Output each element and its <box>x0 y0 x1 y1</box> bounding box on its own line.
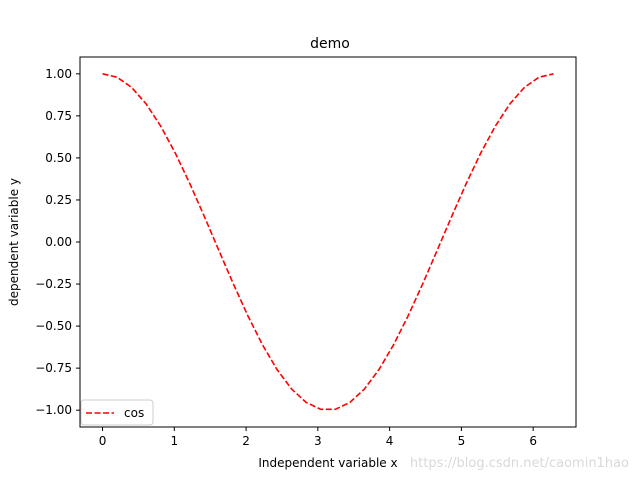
y-tick-label: −0.75 <box>35 361 72 375</box>
x-tick-label: 1 <box>170 434 178 448</box>
x-tick-label: 2 <box>242 434 250 448</box>
x-tick-label: 3 <box>314 434 322 448</box>
y-tick-label: −0.50 <box>35 319 72 333</box>
chart-title: demo <box>310 36 350 52</box>
series-layer <box>102 73 554 411</box>
series-line-cos <box>102 73 554 411</box>
y-tick-label: 0.00 <box>45 235 72 249</box>
y-tick-label: −0.25 <box>35 277 72 291</box>
legend: cos <box>80 399 154 426</box>
legend-label-cos: cos <box>124 406 144 420</box>
watermark: https://blog.csdn.net/caomin1hao <box>410 456 629 471</box>
x-tick-label: 5 <box>458 434 466 448</box>
x-tick-label: 6 <box>529 434 537 448</box>
y-tick-label: 0.25 <box>45 193 72 207</box>
x-tick-label: 4 <box>386 434 394 448</box>
y-tick-label: 1.00 <box>45 67 72 81</box>
x-axis-label: Independent variable x <box>258 456 397 470</box>
y-tick-label: 0.50 <box>45 151 72 165</box>
y-axis-label: dependent variable y <box>7 178 21 306</box>
plot-frame <box>79 56 577 428</box>
x-tick-label: 0 <box>99 434 107 448</box>
y-tick-label: −1.00 <box>35 403 72 417</box>
y-tick-label: 0.75 <box>45 109 72 123</box>
legend-box <box>80 399 154 426</box>
ticks-layer: 0 1 2 3 4 5 6 1.00 0.75 0.50 0.25 0.00 −0.25 −0.50 −0.… <box>35 67 537 448</box>
